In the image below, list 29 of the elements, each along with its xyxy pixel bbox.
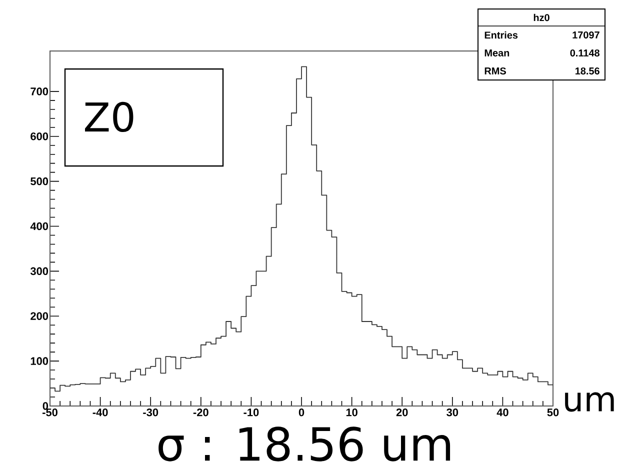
x-tick-label: 10 <box>346 408 358 416</box>
x-tick-label: -40 <box>92 408 108 416</box>
x-tick-label: 40 <box>496 408 508 416</box>
text: hz0 <box>534 14 550 22</box>
text: 0.1148 <box>570 49 600 57</box>
x-tick-label: 0 <box>298 408 304 416</box>
annotation: Mean <box>484 50 510 56</box>
text: 18.56 <box>575 67 600 75</box>
y-tick-label: 500 <box>30 177 48 186</box>
text: 17097 <box>572 31 600 39</box>
y-tick-label: 300 <box>30 267 48 276</box>
y-tick-label: 700 <box>30 88 48 96</box>
y-tick-label: 200 <box>30 312 48 320</box>
y-tick-label: 100 <box>30 357 48 365</box>
annotation: RMS <box>484 67 506 75</box>
x-tick-label: -50 <box>42 408 58 416</box>
x-tick-label: -20 <box>193 408 208 416</box>
text: Entries <box>484 31 518 39</box>
x-axis-title: um <box>565 392 614 412</box>
x-tick-label: 30 <box>446 408 458 416</box>
x-tick-label: 50 <box>547 408 559 416</box>
y-tick-label: 0 <box>42 402 48 410</box>
x-tick-label: 20 <box>396 408 408 416</box>
y-tick-label: 600 <box>30 132 48 140</box>
y-tick-label: 400 <box>30 222 48 230</box>
x-tick-label: -30 <box>143 408 158 416</box>
annotation: Z0 <box>85 102 134 132</box>
x-tick-label: -10 <box>244 408 259 416</box>
text: σ : 18.56 um <box>158 426 450 462</box>
